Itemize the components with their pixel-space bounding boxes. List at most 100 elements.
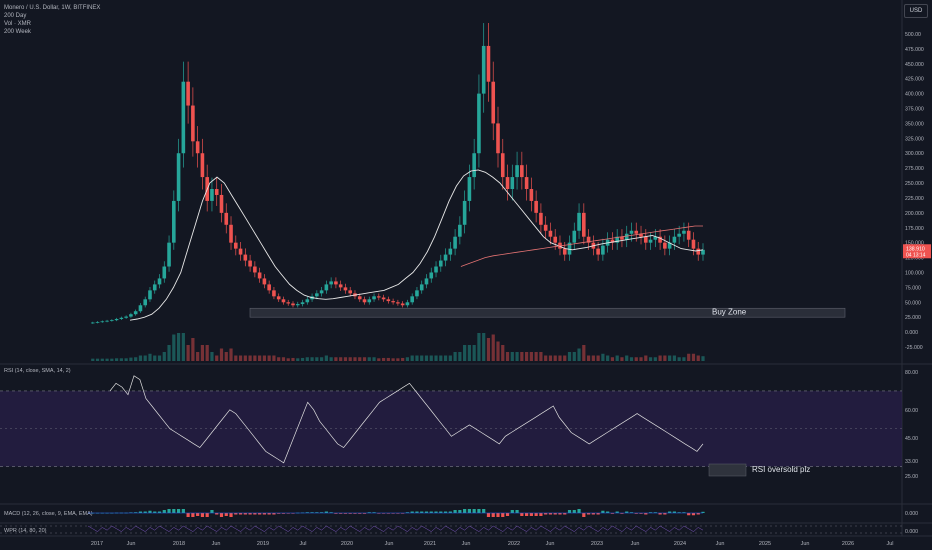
macd-bar [639,513,643,514]
macd-bar [215,513,219,515]
candle-body [496,123,500,154]
indicator-volume[interactable]: Vol · XMR [4,21,32,27]
candle-body [291,303,295,306]
candle-body [133,311,138,315]
macd-bar [625,511,629,513]
candle-body [415,290,419,297]
candle-body [672,236,677,243]
candle-body [610,239,615,243]
candle-body [210,189,214,201]
volume-bar [453,352,457,361]
macd-bar [644,513,648,515]
time-axis-label: 2022 [508,541,520,547]
volume-bar [572,352,576,361]
price-tick-label: 500.00 [905,32,921,38]
volume-bar [477,333,481,361]
candle-body [381,297,386,300]
candle-body [343,287,348,291]
macd-bar [663,513,667,515]
candle-body [477,93,481,154]
macd-bar [143,511,147,513]
macd-bar [563,513,567,515]
macd-bar [405,512,410,513]
volume-bar [320,357,324,361]
volume-bar [91,358,95,361]
macd-bar [401,513,405,514]
volume-bar [458,352,462,361]
candle-body [329,281,333,285]
candle-body [400,303,405,306]
macd-bar [520,513,524,516]
macd-bar [391,513,395,514]
volume-bar [668,355,672,361]
macd-bar [439,511,443,513]
volume-bar [119,358,123,361]
volume-bar [653,357,657,361]
candle-body [396,302,400,304]
candle-body [486,45,491,82]
candle-body [167,242,171,267]
sma-200-week-line [460,225,703,267]
volume-bar [625,355,629,361]
candle-body [176,153,181,201]
volume-bar [238,355,243,361]
price-tick-label: 125.000 [905,256,924,262]
candle-body [243,254,248,261]
volume-bar [544,355,548,361]
volume-bar [157,355,162,361]
macd-bar [553,513,557,515]
candle-body [172,200,176,243]
indicator-200-week[interactable]: 200 Week [4,29,31,35]
candle-body [248,260,252,267]
time-axis-label: Jun [546,541,555,547]
macd-bar [572,510,576,513]
macd-bar [486,513,491,517]
macd-bar [410,511,414,513]
volume-bar [191,338,195,361]
candle-body [229,224,233,243]
candle-body [467,177,472,201]
macd-bar [291,513,295,514]
sma-200-day-line [129,169,704,321]
volume-bar [639,357,643,361]
price-tick-label: 0.000 [905,330,918,336]
rsi-tick-label: 33.00 [905,459,918,465]
price-tick-label: 225.000 [905,196,924,202]
candle-body [319,290,324,294]
macd-bar [577,509,581,513]
price-tick-label: 275.000 [905,166,924,172]
volume-bar [496,341,500,361]
candle-body [663,242,667,249]
macd-bar [606,511,610,513]
currency-button[interactable]: USD [904,4,928,18]
macd-bar [281,513,286,514]
candle-body [119,317,124,319]
volume-bar [167,345,171,361]
indicator-200-day[interactable]: 200 Day [4,13,27,19]
candle-body [315,293,319,297]
volume-bar [248,355,252,361]
volume-bar [219,348,224,361]
macd-bar [429,511,433,513]
volume-bar [577,348,581,361]
candle-body [233,242,238,249]
volume-bar [448,355,452,361]
macd-bar [458,510,462,513]
macd-bar [529,513,533,516]
time-axis-label: 2026 [842,541,854,547]
macd-bar [677,512,681,513]
volume-bar [467,345,471,361]
volume-bar [472,345,476,361]
volume-bar [434,355,438,361]
candle-body [624,233,629,240]
macd-histogram [91,509,705,517]
candle-body [186,81,190,106]
macd-bar [463,509,467,513]
macd-bar [582,513,586,517]
macd-bar [591,513,595,515]
macd-bar [348,513,352,514]
macd-bar [334,513,338,514]
price-tick-label: 75.000 [905,285,921,291]
volume-bar [601,353,605,361]
